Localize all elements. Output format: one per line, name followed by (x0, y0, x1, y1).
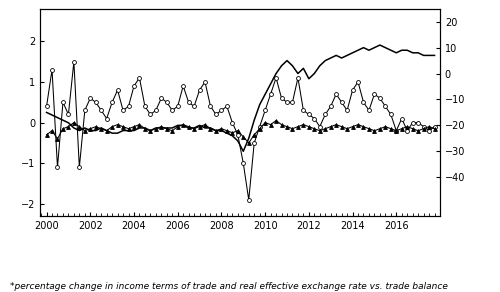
%REER (44, 133, 50, 137)
TB (44, 111, 50, 114)
TB (295, 72, 301, 75)
%REER (317, 129, 323, 133)
Line: %ITOT: %ITOT (44, 60, 436, 202)
%REER (273, 119, 279, 122)
Line: TB: TB (46, 45, 434, 151)
%REER (410, 127, 416, 131)
TB (174, 124, 180, 127)
%REER (246, 141, 252, 145)
%ITOT (44, 105, 50, 108)
%ITOT (410, 121, 416, 124)
TB (240, 150, 246, 153)
TB (432, 54, 438, 57)
Text: *percentage change in income terms of trade and real effective exchange rate vs.: *percentage change in income terms of tr… (10, 282, 448, 291)
Line: %REER: %REER (44, 119, 436, 145)
%REER (300, 123, 306, 126)
TB (312, 72, 318, 75)
%REER (174, 125, 180, 128)
%REER (98, 127, 104, 131)
%ITOT (273, 76, 279, 80)
TB (268, 82, 274, 86)
%ITOT (300, 109, 306, 112)
%ITOT (71, 60, 77, 63)
TB (377, 43, 383, 47)
%ITOT (246, 198, 252, 201)
TB (98, 126, 104, 130)
%REER (432, 127, 438, 131)
%REER (268, 123, 274, 126)
TB (410, 51, 416, 55)
%ITOT (432, 125, 438, 128)
%ITOT (317, 125, 323, 128)
%ITOT (180, 84, 186, 88)
%ITOT (104, 117, 110, 120)
